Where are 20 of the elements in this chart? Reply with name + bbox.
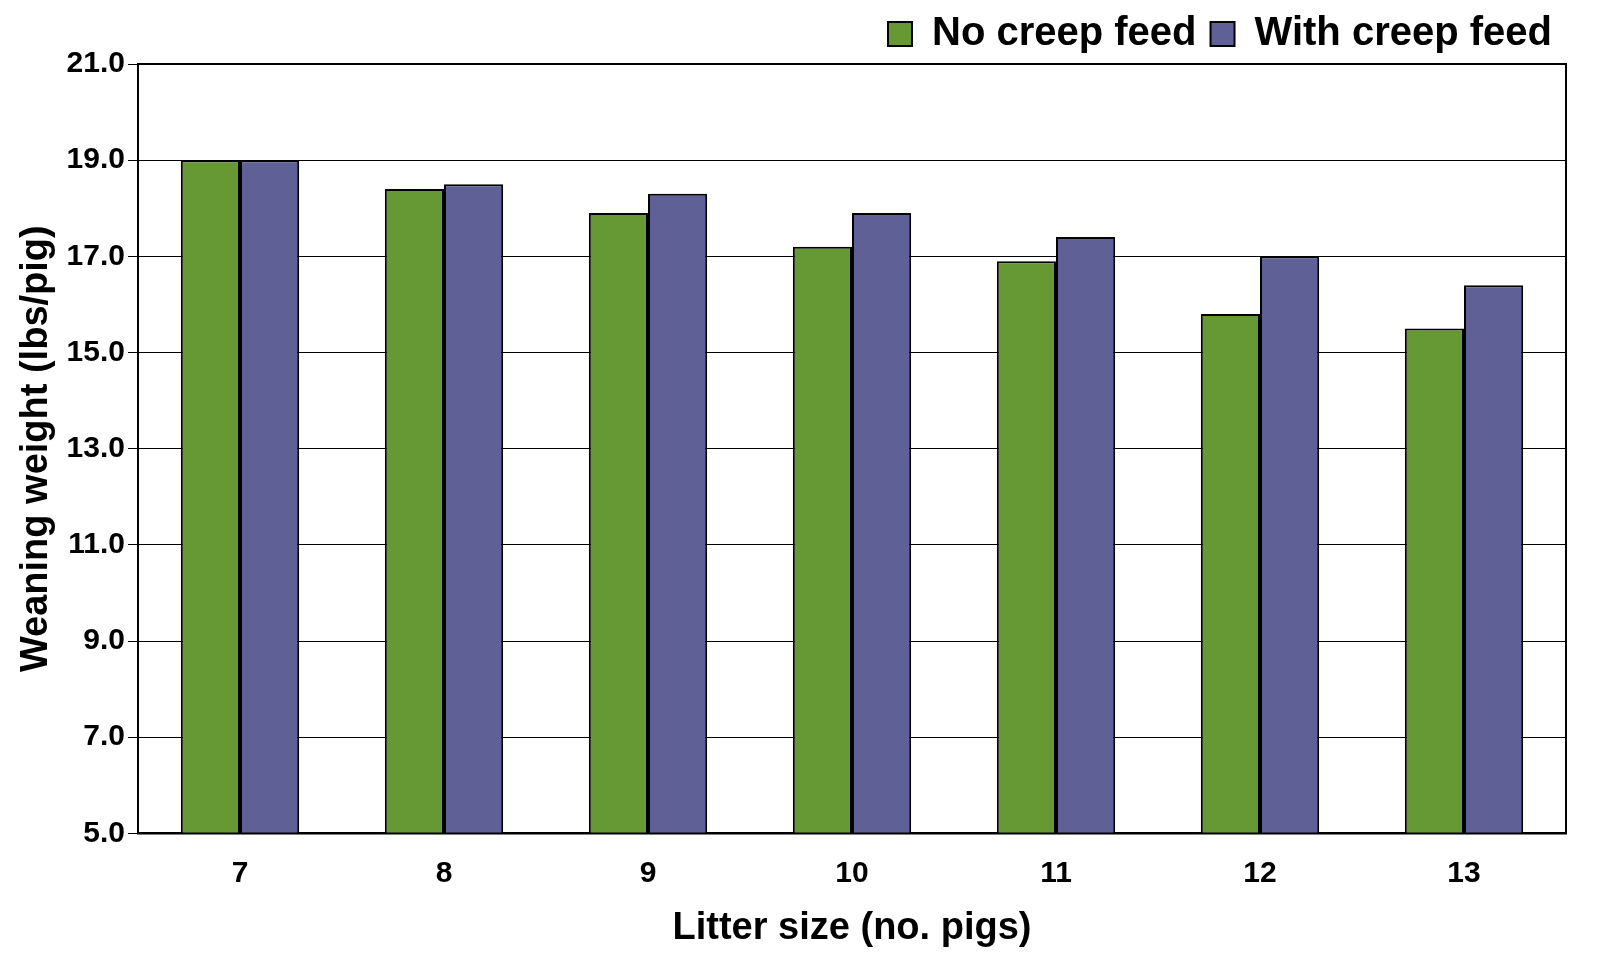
x-tick-label: 11 [1040,854,1072,888]
y-tick-label: 7.0 [83,718,125,752]
x-tick-label: 10 [835,854,869,888]
x-tick-label: 7 [231,854,249,888]
x-tick-label: 12 [1243,854,1277,888]
x-tick-label: 8 [435,854,453,888]
y-tick-label: 11.0 [68,526,125,560]
y-tick-label: 5.0 [83,814,125,848]
legend-label: No creep feed [931,9,1197,54]
x-tick-label: 13 [1447,854,1481,888]
x-tick-label: 9 [639,854,657,888]
y-axis-title: Weaning weight (lbs/pig) [13,225,56,673]
x-axis-title: Litter size (no. pigs) [672,904,1032,947]
y-tick-label: 17.0 [66,237,125,271]
y-tick-label: 13.0 [66,429,125,463]
legend-label: With creep feed [1254,9,1552,54]
y-tick-label: 21.0 [66,45,125,79]
y-tick-label: 19.0 [66,141,125,175]
y-tick-label: 9.0 [83,622,125,656]
y-tick-label: 15.0 [66,333,125,367]
